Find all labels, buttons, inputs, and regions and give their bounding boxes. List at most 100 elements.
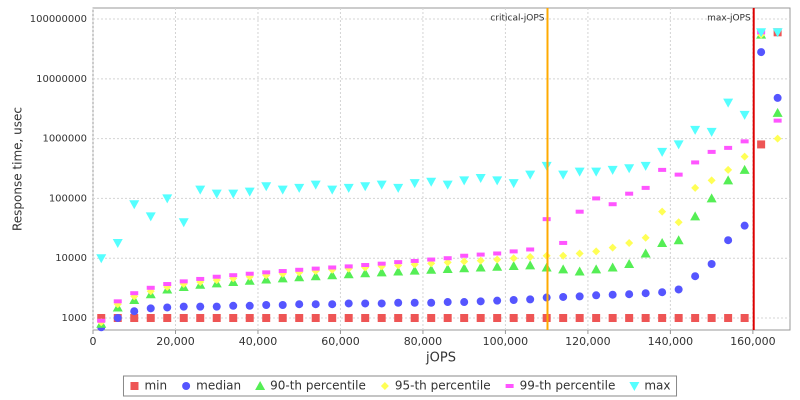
data-point [625, 290, 634, 299]
data-point [409, 179, 420, 189]
data-point [773, 118, 782, 123]
data-point [261, 182, 272, 192]
legend-item: min [130, 379, 167, 393]
x-tick-label: 80,000 [404, 335, 443, 348]
data-point [608, 243, 617, 252]
data-point [673, 140, 684, 150]
legend-marker [505, 384, 514, 388]
x-tick-label: 120,000 [565, 335, 611, 348]
legend-marker [629, 382, 640, 391]
data-point [262, 300, 271, 309]
data-point [410, 258, 419, 263]
x-tick-label: 60,000 [321, 335, 360, 348]
data-point [377, 314, 386, 323]
data-point [361, 299, 370, 308]
data-point [426, 177, 437, 187]
legend-marker [255, 381, 266, 390]
y-tick-label: 1000 [62, 313, 87, 324]
data-point [460, 298, 469, 307]
data-point [739, 164, 750, 174]
data-point [525, 170, 536, 180]
data-point [311, 266, 320, 271]
data-point [641, 289, 650, 298]
data-point [773, 93, 782, 102]
data-point [113, 299, 122, 304]
data-point [559, 251, 568, 260]
data-point [723, 98, 734, 108]
data-point [574, 167, 585, 177]
data-point [343, 269, 354, 279]
data-point [657, 237, 668, 247]
data-point [278, 300, 287, 309]
data-point [724, 165, 733, 174]
data-point [427, 314, 436, 323]
legend-label: 95-th percentile [395, 379, 491, 393]
data-point [509, 254, 518, 263]
data-point [706, 127, 717, 137]
data-point [723, 175, 734, 185]
data-point [475, 262, 486, 272]
data-point [475, 173, 486, 183]
data-point [295, 267, 304, 272]
legend-label: min [144, 379, 167, 393]
data-point [724, 314, 733, 323]
plot-area [92, 7, 791, 331]
data-point [410, 314, 419, 323]
data-point [278, 269, 287, 274]
data-point [245, 314, 254, 323]
x-tick-label: 160,000 [730, 335, 776, 348]
data-point [327, 185, 338, 195]
data-point [607, 262, 618, 272]
data-point [277, 273, 288, 283]
annotation-label: max-jOPS [707, 14, 751, 24]
data-point [377, 299, 386, 308]
data-point [97, 318, 106, 323]
data-point [163, 303, 172, 312]
data-point [558, 264, 569, 274]
data-point [196, 314, 205, 323]
data-point [294, 183, 305, 193]
data-point [344, 264, 353, 269]
legend-label: 99-th percentile [520, 379, 616, 393]
data-point [294, 272, 305, 282]
data-point [526, 252, 535, 261]
data-point [409, 265, 420, 275]
data-point [146, 314, 155, 323]
data-point [244, 187, 255, 197]
data-point [277, 185, 288, 195]
data-point [376, 180, 387, 190]
data-point [229, 314, 238, 323]
data-point [574, 266, 585, 276]
data-point [129, 200, 140, 210]
data-point [608, 202, 617, 207]
data-point [311, 300, 320, 309]
x-tick-label: 40,000 [239, 335, 278, 348]
data-point [196, 302, 205, 311]
data-point [492, 176, 503, 186]
legend-label: median [196, 379, 241, 393]
data-point [707, 260, 716, 269]
data-point [376, 267, 387, 277]
y-tick-label: 10000000 [36, 74, 87, 85]
data-point [426, 264, 437, 274]
data-point [459, 176, 470, 186]
data-point [691, 314, 700, 323]
data-point [526, 295, 535, 304]
legend-label: max [644, 379, 670, 393]
data-point [112, 238, 123, 248]
data-point [443, 258, 452, 267]
data-point [757, 140, 766, 149]
data-point [360, 268, 371, 278]
data-point [706, 193, 717, 203]
data-point [476, 297, 485, 306]
data-point [344, 314, 353, 323]
x-tick-label: 140,000 [648, 335, 694, 348]
data-point [592, 247, 601, 256]
data-point [245, 301, 254, 310]
data-point [674, 172, 683, 177]
data-point [262, 270, 271, 275]
data-point [130, 307, 139, 316]
data-point [559, 292, 568, 301]
data-point [740, 314, 749, 323]
data-point [640, 161, 651, 171]
